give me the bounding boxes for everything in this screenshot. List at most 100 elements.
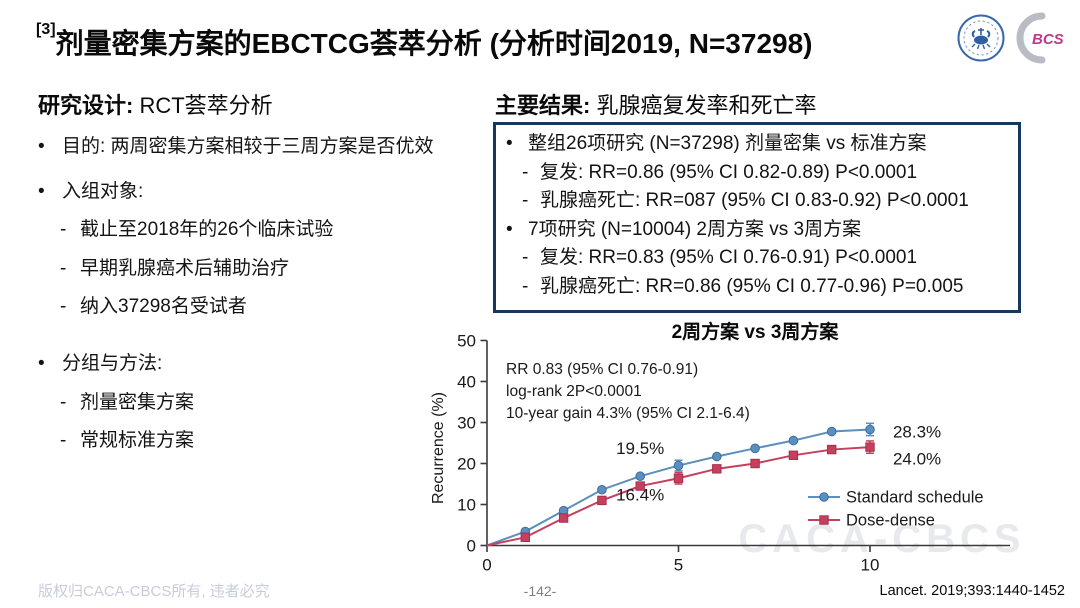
page-number: -142-	[523, 583, 557, 599]
data-point-circle	[597, 484, 607, 495]
key-result-text: 7项研究 (N=10004) 2周方案 vs 3周方案	[528, 218, 862, 240]
data-point-circle	[788, 435, 799, 446]
data-point-square	[788, 450, 799, 460]
data-point-square	[673, 473, 684, 483]
study-design-text: 分组与方法:	[62, 352, 163, 374]
study-design-text: 纳入37298名受试者	[80, 296, 247, 318]
key-result-item: - 复发: RR=0.83 (95% CI 0.76-0.91) P<0.0001	[522, 244, 1008, 273]
study-design-text: 截止至2018年的26个临床试验	[80, 219, 334, 241]
data-point-square	[635, 481, 645, 491]
study-design-text: 剂量密集方案	[80, 391, 195, 413]
data-point-circle	[635, 471, 645, 482]
data-point-circle	[712, 451, 722, 462]
legend-label: Standard schedule	[846, 489, 984, 507]
study-design-heading-normal: RCT荟萃分析	[133, 93, 273, 118]
main-results-heading-normal: 乳腺癌复发率和死亡率	[590, 93, 817, 118]
y-tick-label: 20	[457, 455, 476, 474]
study-design-item: - 纳入37298名受试者	[60, 294, 442, 321]
key-result-item: • 整组26项研究 (N=37298) 剂量密集 vs 标准方案	[506, 130, 1008, 159]
dash-marker: -	[522, 161, 529, 183]
title-superscript: [3]	[36, 20, 56, 38]
x-tick-label: 5	[674, 556, 683, 575]
bullet-marker: •	[38, 136, 45, 157]
dash-marker: -	[60, 391, 67, 413]
watermark-text: CACA-CBCS	[738, 517, 1025, 561]
study-design-item: • 分组与方法:	[38, 351, 442, 378]
page-title: [3]剂量密集方案的EBCTCG荟萃分析 (分析时间2019, N=37298)	[36, 20, 936, 62]
dash-marker: -	[60, 430, 67, 452]
study-design-item: - 早期乳腺癌术后辅助治疗	[60, 256, 442, 283]
recurrence-chart-svg: CACA-CBCS 0 10 20 30 40 50 0 5 10 Recurrence (%) RR…	[430, 332, 1025, 575]
point-label: 24.0%	[893, 450, 941, 469]
study-design-item: • 入组对象:	[38, 179, 442, 206]
study-design-text: 入组对象:	[62, 180, 144, 202]
bcs-logo-text: BCS	[1032, 31, 1064, 48]
data-point-circle	[826, 426, 837, 437]
y-tick-label: 30	[457, 414, 476, 433]
key-result-text: 整组26项研究 (N=37298) 剂量密集 vs 标准方案	[528, 133, 927, 154]
key-result-item: • 7项研究 (N=10004) 2周方案 vs 3周方案	[506, 216, 1008, 245]
bullet-marker: •	[38, 180, 45, 202]
study-design-item: - 常规标准方案	[60, 428, 442, 455]
study-design-list: • 目的: 两周密集方案相较于三周方案是否优效 • 入组对象: - 截止至2018年的26…	[38, 126, 442, 455]
citation-reference: Lancet. 2019;393:1440-1452	[879, 583, 1065, 599]
chart-title: 2周方案 vs 3周方案	[671, 322, 839, 343]
recurrence-chart: CACA-CBCS 0 10 20 30 40 50 0 5 10 Recurrence (%) RR…	[430, 330, 1080, 578]
legend-marker-square	[819, 515, 829, 525]
data-point-square	[520, 532, 530, 543]
study-design-heading: 研究设计: RCT荟萃分析	[38, 88, 273, 120]
dash-marker: -	[60, 219, 67, 241]
dash-marker: -	[60, 296, 67, 318]
legend-label: Dose-dense	[846, 512, 935, 530]
study-design-text: 早期乳腺癌术后辅助治疗	[80, 257, 290, 279]
dash-marker: -	[522, 190, 529, 211]
data-point-square	[558, 513, 569, 523]
point-label: 19.5%	[616, 439, 664, 458]
copyright-notice: 版权归CACA-CBCS所有, 违者必究	[38, 583, 270, 600]
study-design-text: 目的: 两周密集方案相较于三周方案是否优效	[62, 136, 434, 157]
dash-marker: -	[522, 247, 529, 268]
main-results-heading: 主要结果: 乳腺癌复发率和死亡率	[495, 88, 816, 120]
study-design-item: - 截止至2018年的26个临床试验	[60, 217, 442, 244]
main-results-heading-bold: 主要结果:	[495, 93, 591, 118]
data-point-square	[865, 442, 875, 452]
y-tick-label: 0	[467, 537, 476, 556]
data-point-square	[712, 464, 722, 474]
x-tick-label: 10	[861, 556, 880, 575]
key-result-text: 乳腺癌死亡: RR=087 (95% CI 0.83-0.92) P<0.000…	[540, 190, 969, 211]
y-axis-label: Recurrence (%)	[430, 392, 447, 504]
key-result-item: - 复发: RR=0.86 (95% CI 0.82-0.89) P<0.0001	[522, 159, 1008, 188]
point-label: 16.4%	[616, 485, 664, 504]
chart-annotation: 10-year gain 4.3% (95% CI 2.1-6.4)	[506, 405, 750, 422]
bullet-marker: •	[506, 133, 513, 154]
key-results-box: • 整组26项研究 (N=37298) 剂量密集 vs 标准方案 - 复发: RR=0…	[493, 122, 1021, 313]
data-point-circle	[865, 424, 875, 435]
point-label: 28.3%	[893, 423, 941, 442]
chart-annotation: RR 0.83 (95% CI 0.76-0.91)	[506, 361, 698, 378]
study-design-heading-bold: 研究设计:	[38, 93, 134, 118]
key-result-text: 复发: RR=0.83 (95% CI 0.76-0.91) P<0.0001	[540, 247, 918, 268]
legend-marker-circle	[819, 492, 829, 502]
y-tick-label: 40	[457, 373, 476, 392]
key-result-text: 复发: RR=0.86 (95% CI 0.82-0.89) P<0.0001	[540, 161, 918, 183]
dash-marker: -	[60, 257, 67, 279]
data-point-circle	[673, 460, 684, 471]
bullet-marker: •	[38, 352, 45, 374]
study-design-item: • 目的: 两周密集方案相较于三周方案是否优效	[38, 134, 442, 161]
bcs-logo: BCS	[1016, 12, 1064, 64]
study-design-item: - 剂量密集方案	[60, 390, 442, 417]
key-result-item: - 乳腺癌死亡: RR=087 (95% CI 0.83-0.92) P<0.00…	[522, 187, 1008, 216]
chart-annotation: log-rank 2P<0.0001	[506, 383, 642, 400]
data-point-square	[827, 444, 837, 455]
key-result-text: 乳腺癌死亡: RR=0.86 (95% CI 0.77-0.96) P=0.00…	[540, 275, 964, 297]
data-point-square	[597, 495, 607, 506]
y-tick-label: 10	[457, 496, 476, 515]
anti-cancer-association-seal-icon	[957, 14, 1005, 62]
y-tick-label: 50	[457, 332, 476, 351]
bullet-marker: •	[506, 218, 513, 240]
data-point-circle	[750, 443, 760, 454]
key-result-item: - 乳腺癌死亡: RR=0.86 (95% CI 0.77-0.96) P=0.0…	[522, 273, 1008, 302]
dash-marker: -	[522, 275, 529, 297]
data-point-square	[750, 458, 760, 469]
